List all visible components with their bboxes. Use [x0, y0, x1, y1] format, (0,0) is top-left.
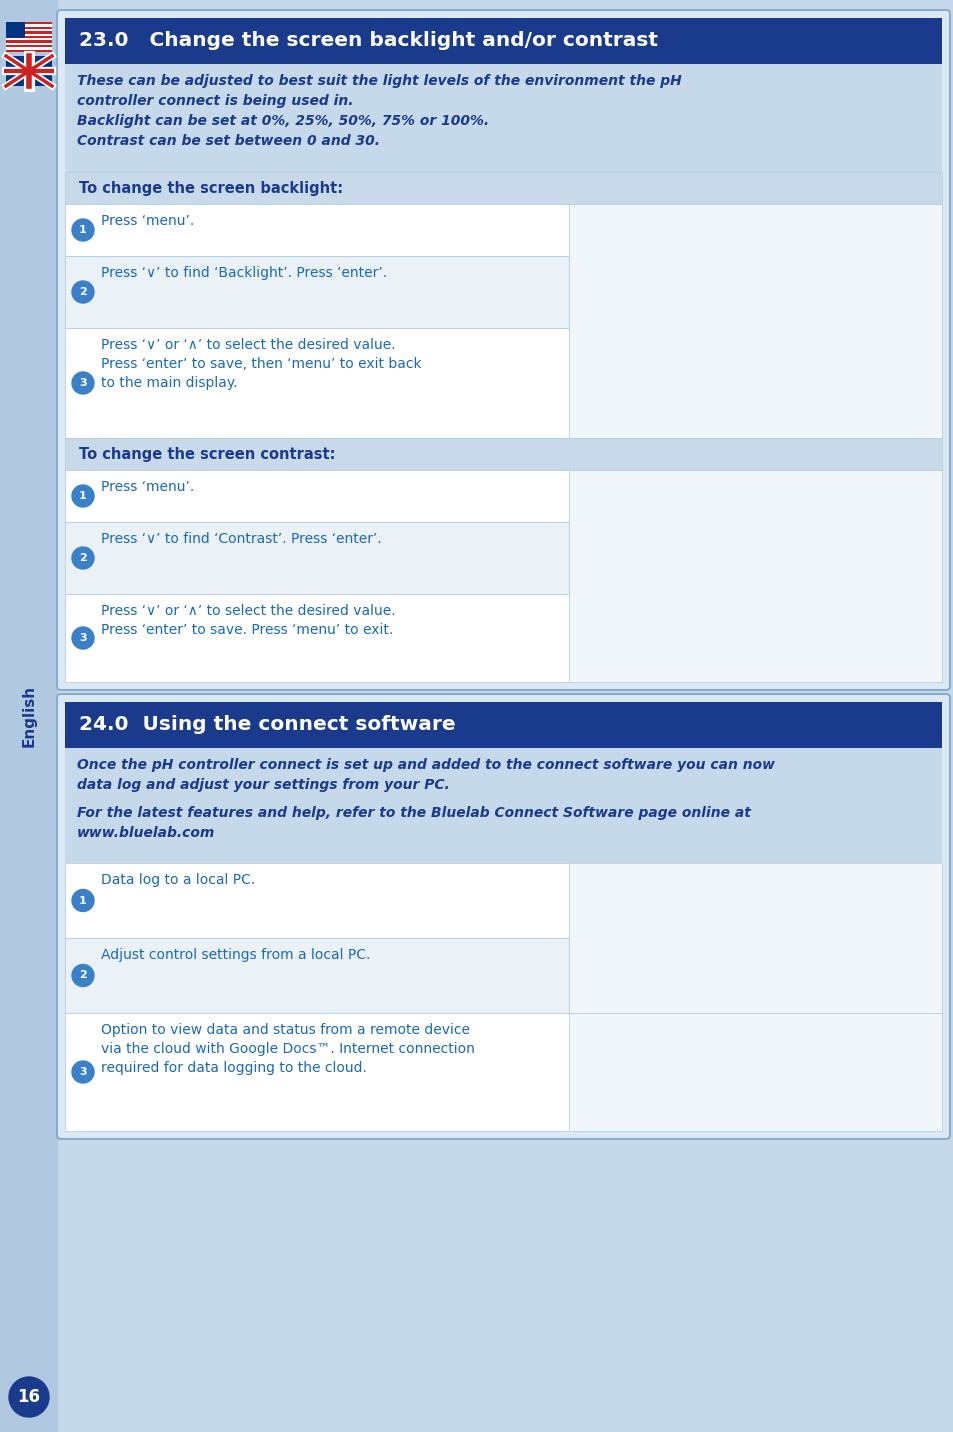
Bar [65, 172, 941, 203]
Text: 3: 3 [79, 378, 87, 388]
Circle shape [71, 889, 94, 912]
Bar [569, 1012, 941, 1131]
Bar [6, 50, 52, 52]
Text: Adjust control settings from a local PC.: Adjust control settings from a local PC. [101, 948, 370, 962]
Bar [569, 863, 941, 1012]
Bar [65, 594, 569, 682]
Circle shape [71, 372, 94, 394]
Text: To change the screen backlight:: To change the screen backlight: [79, 180, 343, 196]
Text: 3: 3 [79, 1067, 87, 1077]
Text: 1: 1 [79, 225, 87, 235]
Bar [65, 702, 941, 748]
Text: Press ‘∨’ to find ‘Backlight’. Press ‘enter’.: Press ‘∨’ to find ‘Backlight’. Press ‘en… [101, 266, 387, 281]
Text: Data log to a local PC.: Data log to a local PC. [101, 874, 255, 886]
Text: To change the screen contrast:: To change the screen contrast: [79, 447, 335, 461]
Bar [569, 203, 941, 438]
Text: Press ‘∨’ or ‘∧’ to select the desired value.
Press ‘enter’ to save, then ‘menu’: Press ‘∨’ or ‘∧’ to select the desired v… [101, 338, 421, 390]
Text: 16: 16 [17, 1388, 40, 1406]
Bar [0, 0, 58, 1432]
Bar [6, 33, 52, 36]
Bar [65, 64, 941, 172]
Text: 2: 2 [79, 971, 87, 981]
Text: Press ‘menu’.: Press ‘menu’. [101, 213, 194, 228]
Circle shape [71, 627, 94, 649]
Text: These can be adjusted to best suit the light levels of the environment the pH
co: These can be adjusted to best suit the l… [77, 74, 681, 147]
FancyBboxPatch shape [57, 695, 949, 1138]
Text: 3: 3 [79, 633, 87, 643]
Circle shape [71, 219, 94, 241]
Circle shape [9, 1378, 49, 1418]
Bar [65, 938, 569, 1012]
Circle shape [71, 281, 94, 304]
Text: Press ‘∨’ or ‘∧’ to select the desired value.
Press ‘enter’ to save. Press ‘menu: Press ‘∨’ or ‘∧’ to select the desired v… [101, 604, 395, 637]
Bar [65, 256, 569, 328]
Text: Press ‘∨’ to find ‘Contrast’. Press ‘enter’.: Press ‘∨’ to find ‘Contrast’. Press ‘ent… [101, 533, 381, 546]
Bar [6, 27, 52, 29]
Text: For the latest features and help, refer to the Bluelab Connect Software page onl: For the latest features and help, refer … [77, 806, 750, 841]
Circle shape [71, 965, 94, 987]
FancyBboxPatch shape [57, 10, 949, 690]
Bar [6, 44, 52, 47]
Text: Press ‘menu’.: Press ‘menu’. [101, 480, 194, 494]
Bar [65, 470, 569, 523]
Circle shape [71, 547, 94, 569]
Text: 2: 2 [79, 286, 87, 296]
Text: Once the pH controller connect is set up and added to the connect software you c: Once the pH controller connect is set up… [77, 758, 774, 792]
Bar [65, 19, 941, 64]
Bar [6, 24, 52, 27]
Bar [6, 40, 52, 43]
Bar [65, 328, 569, 438]
Circle shape [71, 1061, 94, 1083]
Text: English: English [22, 684, 36, 748]
Bar [6, 21, 52, 24]
Bar [6, 32, 52, 33]
Text: 2: 2 [79, 553, 87, 563]
Text: 23.0   Change the screen backlight and/or contrast: 23.0 Change the screen backlight and/or … [79, 32, 658, 50]
Bar [6, 29, 52, 32]
Text: 24.0  Using the connect software: 24.0 Using the connect software [79, 716, 456, 735]
Bar [65, 203, 569, 256]
Circle shape [71, 485, 94, 507]
Text: Option to view data and status from a remote device
via the cloud with Google Do: Option to view data and status from a re… [101, 1022, 475, 1075]
Text: 1: 1 [79, 895, 87, 905]
Bar [6, 56, 52, 86]
Bar [65, 748, 941, 863]
Bar [65, 1012, 569, 1131]
Bar [65, 523, 569, 594]
Bar [65, 438, 941, 470]
Text: 1: 1 [79, 491, 87, 501]
Bar [6, 39, 52, 40]
Bar [65, 863, 569, 938]
Bar [6, 36, 52, 39]
Bar [6, 21, 26, 39]
Bar [6, 47, 52, 50]
Bar [569, 470, 941, 682]
Bar [6, 43, 52, 44]
